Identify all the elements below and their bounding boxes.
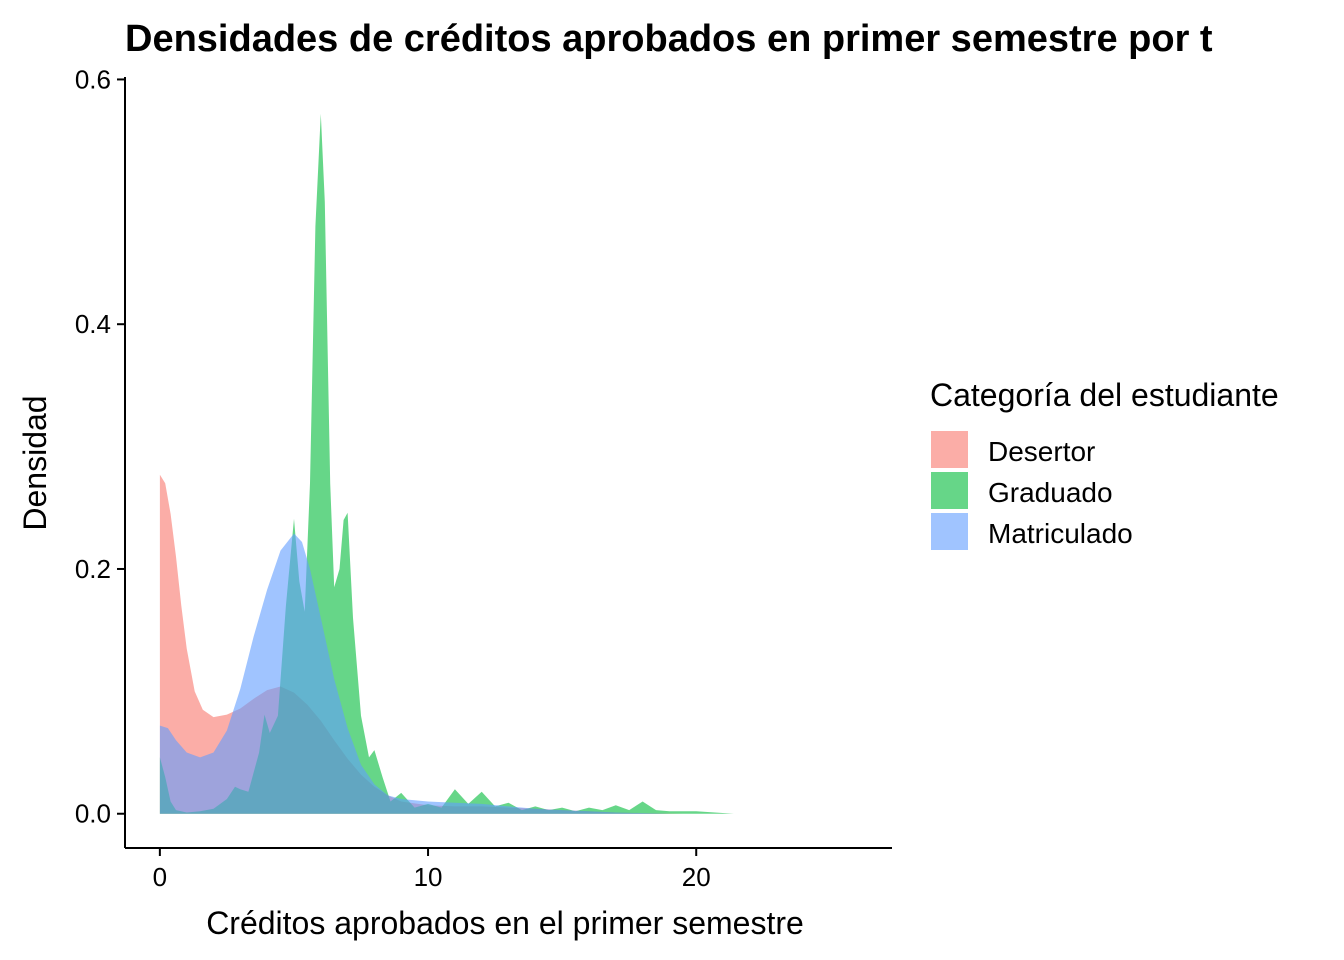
- legend-swatch-desertor: [931, 431, 968, 468]
- x-tick-label: 10: [414, 862, 443, 892]
- legend-items: Desertor Graduado Matriculado: [931, 431, 1133, 550]
- legend-title: Categoría del estudiante: [930, 377, 1279, 413]
- legend: Categoría del estudiante Desertor Graduad…: [930, 377, 1279, 550]
- y-tick-label: 0.4: [75, 309, 111, 339]
- x-tick-label: 0: [153, 862, 167, 892]
- legend-swatch-graduado: [931, 472, 968, 509]
- y-tick-label: 0.2: [75, 554, 111, 584]
- x-axis-ticks: 0 10 20: [153, 848, 711, 892]
- legend-swatch-matriculado: [931, 513, 968, 550]
- chart-title: Densidades de créditos aprobados en prim…: [125, 18, 1213, 60]
- y-tick-label: 0.6: [75, 64, 111, 94]
- density-area-matriculado: [159, 533, 670, 814]
- legend-label-graduado: Graduado: [988, 477, 1113, 508]
- legend-label-matriculado: Matriculado: [988, 518, 1133, 549]
- x-axis-label: Créditos aprobados en el primer semestre: [206, 905, 804, 941]
- y-tick-label: 0.0: [75, 799, 111, 829]
- y-axis-label: Densidad: [17, 395, 53, 530]
- y-axis-ticks: 0.0 0.2 0.4 0.6: [75, 64, 125, 829]
- legend-label-desertor: Desertor: [988, 436, 1095, 467]
- density-areas: [159, 113, 734, 814]
- x-tick-label: 20: [682, 862, 711, 892]
